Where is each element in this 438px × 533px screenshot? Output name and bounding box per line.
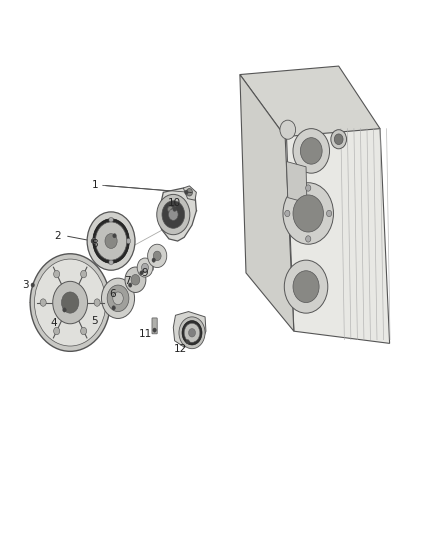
Text: 2: 2 (54, 231, 60, 241)
Circle shape (293, 128, 329, 173)
Circle shape (81, 327, 87, 335)
Circle shape (107, 285, 129, 312)
Circle shape (35, 259, 106, 346)
Polygon shape (240, 66, 380, 136)
Circle shape (109, 217, 113, 222)
Circle shape (186, 189, 192, 196)
Circle shape (112, 306, 116, 310)
Circle shape (285, 211, 290, 216)
Circle shape (148, 244, 167, 268)
Text: 11: 11 (138, 329, 152, 339)
Circle shape (126, 238, 131, 244)
Text: 6: 6 (109, 289, 116, 299)
Text: 10: 10 (168, 198, 181, 208)
Circle shape (182, 320, 202, 345)
Text: 12: 12 (174, 344, 187, 354)
Circle shape (92, 238, 96, 244)
Circle shape (113, 292, 123, 305)
Text: 5: 5 (92, 316, 98, 326)
Text: 8: 8 (92, 239, 98, 249)
Circle shape (31, 283, 35, 287)
Circle shape (137, 258, 153, 277)
Circle shape (168, 206, 173, 213)
Circle shape (306, 185, 311, 191)
Circle shape (141, 263, 148, 272)
Circle shape (293, 271, 319, 303)
Circle shape (128, 283, 132, 287)
Circle shape (140, 271, 143, 275)
Circle shape (91, 239, 95, 243)
Circle shape (61, 292, 79, 313)
Text: 3: 3 (22, 280, 28, 290)
Polygon shape (184, 186, 196, 200)
Circle shape (53, 270, 60, 278)
Circle shape (153, 328, 156, 332)
Circle shape (102, 278, 134, 318)
Circle shape (162, 201, 185, 228)
Circle shape (131, 274, 140, 285)
Circle shape (109, 260, 113, 265)
Circle shape (185, 190, 188, 195)
Circle shape (87, 212, 135, 270)
Circle shape (283, 183, 333, 244)
Circle shape (280, 120, 296, 139)
Circle shape (30, 254, 110, 351)
Circle shape (169, 209, 178, 220)
Circle shape (284, 260, 328, 313)
Circle shape (184, 323, 200, 342)
Circle shape (95, 222, 127, 260)
Circle shape (326, 211, 332, 216)
Circle shape (334, 134, 343, 144)
Circle shape (93, 219, 129, 263)
Circle shape (153, 251, 161, 261)
Text: 1: 1 (92, 180, 98, 190)
Circle shape (300, 138, 322, 164)
Circle shape (157, 195, 190, 235)
Circle shape (293, 195, 323, 232)
Circle shape (53, 281, 88, 324)
Polygon shape (240, 75, 294, 331)
Circle shape (40, 299, 46, 306)
Polygon shape (159, 188, 196, 241)
Circle shape (173, 207, 177, 212)
FancyBboxPatch shape (166, 206, 177, 213)
Circle shape (105, 233, 117, 248)
Circle shape (152, 258, 155, 262)
Circle shape (306, 236, 311, 242)
Circle shape (63, 308, 66, 312)
Text: 7: 7 (124, 276, 131, 286)
Text: 9: 9 (142, 268, 148, 278)
Circle shape (94, 299, 100, 306)
Polygon shape (173, 312, 206, 347)
Circle shape (331, 130, 346, 149)
Circle shape (186, 340, 189, 344)
Polygon shape (285, 101, 390, 343)
Circle shape (81, 270, 87, 278)
Circle shape (113, 233, 116, 238)
Circle shape (179, 317, 205, 349)
Circle shape (125, 267, 146, 293)
Polygon shape (286, 161, 307, 203)
Text: 4: 4 (50, 318, 57, 328)
FancyBboxPatch shape (152, 318, 157, 334)
Circle shape (53, 327, 60, 335)
Circle shape (188, 328, 195, 337)
